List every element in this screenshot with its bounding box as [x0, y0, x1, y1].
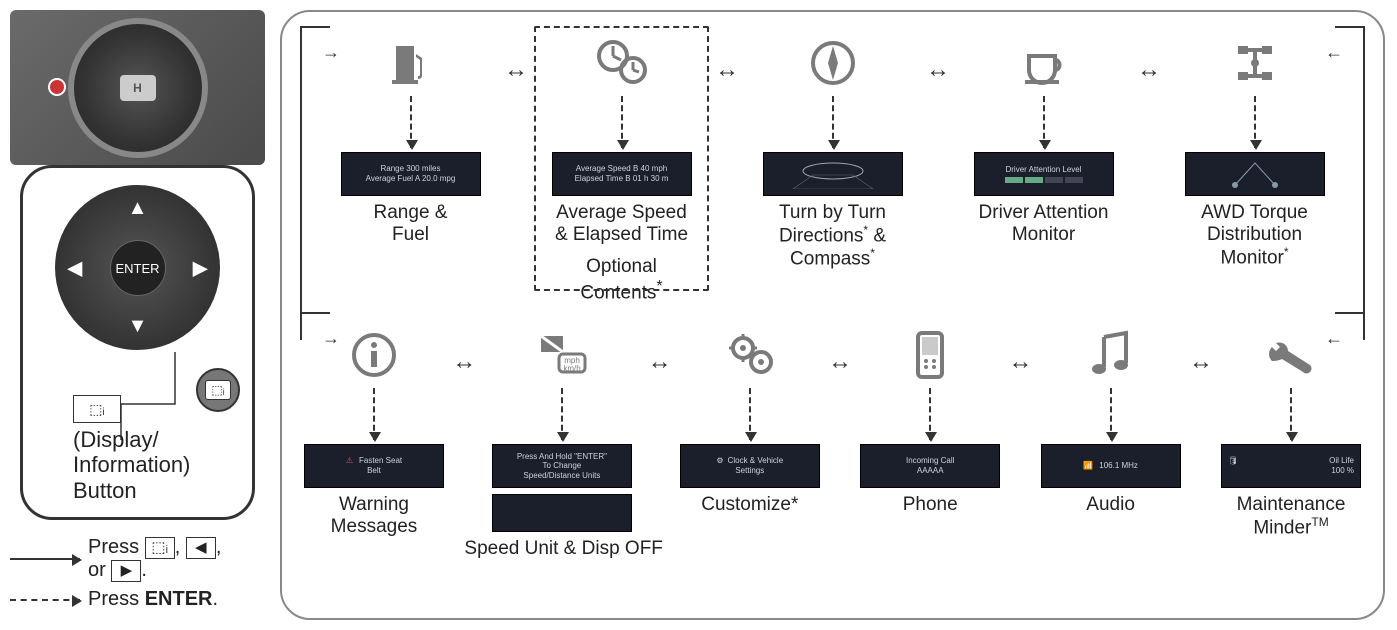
legend-solid-row: Press ⬚ᵢ, ◀, or ▶. [10, 536, 221, 582]
down-dash-arrow-icon [1110, 388, 1112, 440]
down-dash-arrow-icon [1290, 388, 1292, 440]
down-dash-arrow-icon [749, 388, 751, 440]
screen-preview: 🛢Oil Life 100 % [1221, 444, 1361, 488]
legend-keycap-right-icon: ▶ [111, 560, 141, 582]
callout-text-line: Information) [73, 452, 190, 477]
left-callout-panel: H ▲ ▼ ◀ ▶ ENTER ⬚ᵢ ⬚ᵢ (Display/ Informat… [10, 10, 265, 525]
info-icon [347, 328, 401, 382]
screen-preview: Average Speed B 40 mph Elapsed Time B 01… [552, 152, 692, 196]
down-dash-arrow-icon [410, 96, 412, 148]
callout-text-line: (Display/ [73, 427, 159, 452]
down-dash-arrow-icon [1043, 96, 1045, 148]
flow-cell-compass: Turn by TurnDirections* &Compass* [755, 36, 910, 270]
fuel-pump-icon [384, 36, 438, 90]
music-note-icon [1084, 328, 1138, 382]
h-arrow-icon: ↔ [707, 56, 747, 84]
legend-keycap-info-icon: ⬚ᵢ [145, 537, 175, 559]
cell-label: Customize* [680, 494, 820, 516]
speed-unit-icon: mphkm/h [535, 328, 589, 382]
legend-dash-row: Press ENTER. [10, 588, 221, 611]
dpad-right-icon: ▶ [193, 255, 208, 280]
dpad-enter-button: ENTER [110, 240, 166, 296]
screen-preview: Driver Attention Level [974, 152, 1114, 196]
screen-preview [763, 152, 903, 196]
down-dash-arrow-icon [929, 388, 931, 440]
flow-cell-phone: Incoming Call AAAAA Phone [860, 328, 1000, 516]
h-arrow-icon: ↔ [647, 348, 671, 376]
flow-cell-warnings: ⚠Fasten Seat Belt WarningMessages [304, 328, 444, 538]
cell-label: Driver AttentionMonitor [966, 202, 1121, 246]
flow-row-1: Range 300 miles Average Fuel A 20.0 mpg … [304, 36, 1361, 304]
cell-label: MaintenanceMinderTM [1221, 494, 1361, 539]
flow-row-2: ⚠Fasten Seat Belt WarningMessages ↔ mphk… [304, 328, 1361, 560]
h-arrow-icon: ↔ [496, 56, 536, 84]
h-arrow-icon: ↔ [828, 348, 852, 376]
flow-panel: → ← → ← Range 300 miles Average Fuel A 2… [280, 10, 1385, 620]
screen-preview: Incoming Call AAAAA [860, 444, 1000, 488]
dpad-down-icon: ▼ [128, 315, 148, 338]
callout-text-line: Button [73, 478, 137, 503]
screen-preview [1185, 152, 1325, 196]
flow-cell-audio: 📶106.1 MHz Audio [1041, 328, 1181, 516]
gears-icon [723, 328, 777, 382]
h-arrow-icon: ↔ [1008, 348, 1032, 376]
dpad-control: ▲ ▼ ◀ ▶ ENTER [55, 185, 220, 350]
screen-preview: ⚙Clock & Vehicle Settings [680, 444, 820, 488]
cell-label: WarningMessages [304, 494, 444, 538]
loop-line [1363, 26, 1365, 340]
callout-label: ⬚ᵢ (Display/ Information) Button [73, 395, 243, 503]
cell-label: Range &Fuel [333, 202, 488, 246]
screen-preview: ⚠Fasten Seat Belt [304, 444, 444, 488]
screen-preview: 📶106.1 MHz [1041, 444, 1181, 488]
legend-enter-label: ENTER [145, 588, 213, 610]
cell-label: Audio [1041, 494, 1181, 516]
cell-label: Turn by TurnDirections* &Compass* [755, 202, 910, 270]
dpad-up-icon: ▲ [128, 197, 148, 220]
coffee-cup-icon [1017, 36, 1071, 90]
dpad-left-icon: ◀ [67, 255, 82, 280]
flow-cell-range-fuel: Range 300 miles Average Fuel A 20.0 mpg … [333, 36, 488, 246]
down-dash-arrow-icon [561, 388, 563, 440]
flow-cell-awd: AWD TorqueDistributionMonitor* [1177, 36, 1332, 269]
down-dash-arrow-icon [832, 96, 834, 148]
flow-cell-customize: ⚙Clock & Vehicle Settings Customize* [680, 328, 820, 516]
flow-cell-speed-unit: mphkm/h Press And Hold "ENTER" To Change… [484, 328, 639, 560]
phone-icon [903, 328, 957, 382]
awd-drivetrain-icon [1228, 36, 1282, 90]
screen-preview-blank [492, 494, 632, 532]
flow-cell-maintenance: 🛢Oil Life 100 % MaintenanceMinderTM [1221, 328, 1361, 539]
legend-text: Press [88, 588, 145, 610]
svg-text:km/h: km/h [563, 364, 580, 373]
screen-preview: Range 300 miles Average Fuel A 20.0 mpg [341, 152, 481, 196]
steering-wheel-photo: H [10, 10, 265, 165]
cell-label: AWD TorqueDistributionMonitor* [1177, 202, 1332, 269]
down-dash-arrow-icon [621, 96, 623, 148]
screen-preview: Press And Hold "ENTER" To Change Speed/D… [492, 444, 632, 488]
loop-line [300, 26, 302, 340]
cell-label: Average Speed& Elapsed Time [544, 202, 699, 246]
cell-sublabel: OptionalContents* [544, 256, 699, 304]
legend-text: Press [88, 536, 145, 558]
h-arrow-icon: ↔ [1189, 348, 1213, 376]
down-dash-arrow-icon [373, 388, 375, 440]
legend-solid-arrow-icon [10, 558, 80, 560]
speed-clock-icon [595, 36, 649, 90]
display-info-icon: ⬚ᵢ [73, 395, 121, 423]
cell-label: Phone [860, 494, 1000, 516]
legend: Press ⬚ᵢ, ◀, or ▶. Press ENTER. [10, 536, 221, 617]
control-callout-bubble: ▲ ▼ ◀ ▶ ENTER ⬚ᵢ ⬚ᵢ (Display/ Informatio… [20, 165, 255, 520]
legend-keycap-left-icon: ◀ [186, 537, 216, 559]
legend-dash-arrow-icon [10, 599, 80, 601]
h-arrow-icon: ↔ [918, 56, 958, 84]
down-dash-arrow-icon [1254, 96, 1256, 148]
flow-cell-avg-speed: Average Speed B 40 mph Elapsed Time B 01… [544, 36, 699, 304]
cell-label: Speed Unit & Disp OFF [464, 538, 659, 560]
wrench-icon [1264, 328, 1318, 382]
h-arrow-icon: ↔ [452, 348, 476, 376]
legend-text: or [88, 559, 111, 581]
h-arrow-icon: ↔ [1129, 56, 1169, 84]
compass-icon [806, 36, 860, 90]
flow-cell-driver-attention: Driver Attention Level Driver AttentionM… [966, 36, 1121, 246]
